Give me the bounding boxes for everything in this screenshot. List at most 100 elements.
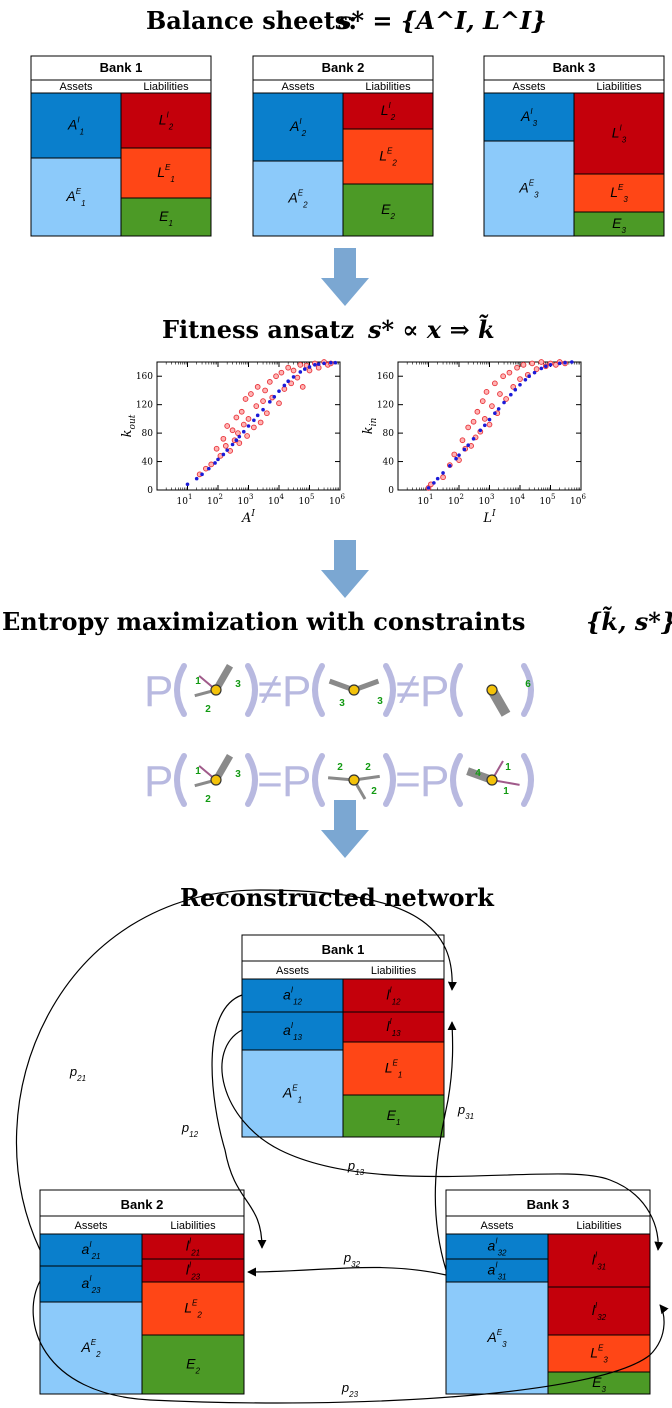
liabilities-header: Liabilities xyxy=(371,965,417,977)
down-arrow xyxy=(321,248,369,306)
x-tick-label: 102 xyxy=(207,493,223,507)
fitted-point xyxy=(213,461,217,465)
edge-weight: 3 xyxy=(339,698,345,709)
fitted-point xyxy=(238,435,242,439)
flow-probability-label: p21 xyxy=(69,1064,86,1083)
fitted-point xyxy=(463,448,467,452)
interbank-liability-block xyxy=(343,979,444,1012)
observed-point xyxy=(291,368,296,373)
observed-point xyxy=(249,392,254,397)
fitted-point xyxy=(268,400,272,404)
fitted-point xyxy=(216,458,220,462)
observed-point xyxy=(515,365,520,370)
relation-operator: = xyxy=(395,755,421,804)
x-axis-label: AI xyxy=(241,509,255,526)
x-tick-label: 102 xyxy=(448,493,464,507)
reconstructed-bank-3: Bank 3Assets LiabilitiesaI32aI31AE3lI31lI… xyxy=(446,1190,650,1394)
external-assets-block xyxy=(242,1050,343,1137)
probability-term: P 2 22 xyxy=(282,756,393,806)
fitted-point xyxy=(466,443,470,447)
observed-point xyxy=(295,375,300,380)
edge-weight: 4 xyxy=(475,768,481,779)
x-tick-label: 104 xyxy=(509,493,525,507)
observed-point xyxy=(518,377,523,382)
edge-weight: 3 xyxy=(235,769,241,780)
external-liabilities-block xyxy=(121,148,211,198)
fitness-formula: s* ∝ x ⇒ k̃ xyxy=(367,314,495,344)
edge-weight: 2 xyxy=(365,762,371,773)
fitted-point xyxy=(261,408,265,412)
fitted-point xyxy=(479,428,483,432)
assets-header: Assets xyxy=(74,1220,108,1232)
fitted-point xyxy=(303,367,307,371)
x-tick-label: 101 xyxy=(418,493,434,507)
edge-weight: 3 xyxy=(377,696,383,707)
y-tick-label: 0 xyxy=(147,486,153,496)
observed-point xyxy=(230,428,235,433)
entropy-title: Entropy maximization with constraints xyxy=(2,607,525,636)
observed-point xyxy=(466,425,471,430)
observed-point xyxy=(490,404,495,409)
observed-point xyxy=(243,397,248,402)
fitted-point xyxy=(235,438,239,442)
probability-symbol: P xyxy=(282,667,311,716)
probability-term: P 1 32 xyxy=(144,756,255,806)
fitted-point xyxy=(549,363,553,367)
fitted-point xyxy=(544,364,548,368)
assets-header: Assets xyxy=(480,1220,514,1232)
y-tick-label: 120 xyxy=(377,401,394,411)
edge-weight: 2 xyxy=(205,704,211,715)
edge-weight: 3 xyxy=(235,679,241,690)
fitted-point xyxy=(231,443,235,447)
fitted-point xyxy=(558,362,562,366)
probability-row-2: P 1 32 P 2 22 P 411= = xyxy=(144,755,531,806)
flow-probability-label: p12 xyxy=(181,1120,199,1139)
y-tick-label: 160 xyxy=(136,372,153,382)
fitted-point xyxy=(333,361,337,365)
fitted-point xyxy=(533,371,537,375)
reconstructed-title: Reconstructed network xyxy=(180,883,495,912)
liabilities-header: Liabilities xyxy=(143,81,189,93)
node-dot xyxy=(487,685,497,695)
fitted-point xyxy=(518,383,522,387)
x-tick-label: 103 xyxy=(238,493,254,507)
fitted-point xyxy=(488,418,492,422)
fitted-point xyxy=(448,464,452,468)
node-dot xyxy=(211,685,221,695)
fitted-point xyxy=(286,379,290,383)
down-arrow xyxy=(321,540,369,598)
observed-point xyxy=(263,388,268,393)
probability-row-1: P 1 32 P 3 3 P 6≠ ≠ xyxy=(144,665,531,716)
external-liabilities-block xyxy=(142,1282,244,1335)
x-tick-label: 103 xyxy=(479,493,495,507)
observed-point xyxy=(475,409,480,414)
edge-weight: 2 xyxy=(371,786,377,797)
observed-point xyxy=(501,374,506,379)
entropy-formula: {k̃, s*} xyxy=(586,606,672,636)
node-dot xyxy=(211,775,221,785)
y-axis-label: kin xyxy=(361,418,379,435)
external-assets-block xyxy=(446,1282,548,1394)
x-tick-label: 104 xyxy=(268,493,284,507)
probability-term: P 4 1 1 xyxy=(420,756,531,806)
x-tick-label: 105 xyxy=(540,493,556,507)
fitted-point xyxy=(527,374,531,378)
external-assets-block xyxy=(484,141,574,236)
interbank-asset-block xyxy=(40,1266,142,1302)
observed-point xyxy=(480,399,485,404)
probability-symbol: P xyxy=(282,757,311,806)
balance-sheet-bank-3: Bank 3Assets LiabilitiesAI3AE3LI3LE3E3 xyxy=(484,56,664,236)
interbank-liability-block xyxy=(548,1234,650,1287)
observed-point xyxy=(507,370,512,375)
fitted-point xyxy=(292,375,296,379)
flow-edge xyxy=(248,1267,446,1275)
interbank-asset-block xyxy=(242,979,343,1012)
observed-point xyxy=(307,368,312,373)
liabilities-header: Liabilities xyxy=(596,81,642,93)
fitted-point xyxy=(570,360,574,364)
y-tick-label: 40 xyxy=(142,458,154,468)
y-tick-label: 40 xyxy=(383,458,395,468)
probability-rows: P 1 32 P 3 3 P 6≠ ≠P 1 32 P 2 22 P 411= = xyxy=(144,665,531,806)
